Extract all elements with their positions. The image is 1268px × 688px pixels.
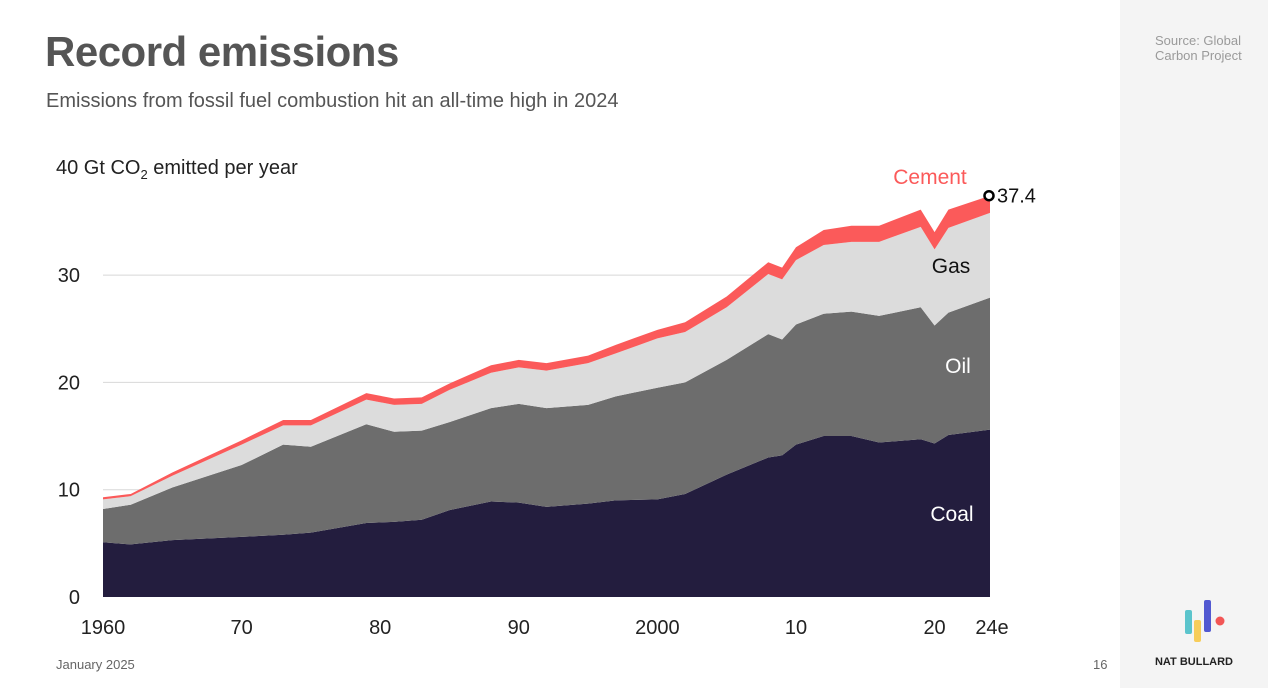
- y-tick-label: 30: [58, 265, 80, 287]
- emissions-chart: 0 10 20 30 1960 70 80 90 2000 10 20 24e 40 Gt CO2 …: [56, 157, 1036, 639]
- side-panel: Source: Global Carbon Project NAT BULLAR…: [1120, 0, 1268, 688]
- x-tick-label: 90: [508, 617, 530, 639]
- area-coal: [103, 429, 990, 597]
- x-tick-label: 24e: [975, 617, 1008, 639]
- nat-bullard-logo-icon: [1185, 600, 1225, 642]
- footer-date: January 2025: [56, 657, 135, 672]
- brand-name: NAT BULLARD: [1154, 656, 1233, 668]
- annotation-marker: [983, 189, 995, 202]
- page-title: Record emissions: [45, 28, 399, 75]
- series-label-cement: Cement: [893, 166, 967, 189]
- annotation-label: 37.4: [997, 186, 1036, 208]
- x-tick-label: 20: [923, 617, 945, 639]
- series-label-oil: Oil: [945, 355, 971, 378]
- series-label-gas: Gas: [932, 255, 971, 278]
- series-label-coal: Coal: [930, 503, 973, 526]
- y-tick-label: 10: [58, 480, 80, 502]
- x-tick-label: 70: [230, 617, 252, 639]
- x-tick-label: 1960: [81, 617, 126, 639]
- x-tick-label: 2000: [635, 617, 680, 639]
- area-oil: [103, 297, 990, 545]
- x-tick-label: 10: [785, 617, 807, 639]
- y-tick-label: 0: [69, 587, 80, 609]
- page-number: 16: [1093, 657, 1108, 672]
- source-note: Source: Global Carbon Project: [1155, 33, 1242, 63]
- y-axis-label: 40 Gt CO2 emitted per year: [56, 157, 298, 182]
- x-tick-label: 80: [369, 617, 391, 639]
- page-subtitle: Emissions from fossil fuel combustion hi…: [46, 90, 619, 112]
- y-tick-label: 20: [58, 372, 80, 394]
- area-cement: [103, 195, 990, 500]
- area-gas: [103, 212, 990, 510]
